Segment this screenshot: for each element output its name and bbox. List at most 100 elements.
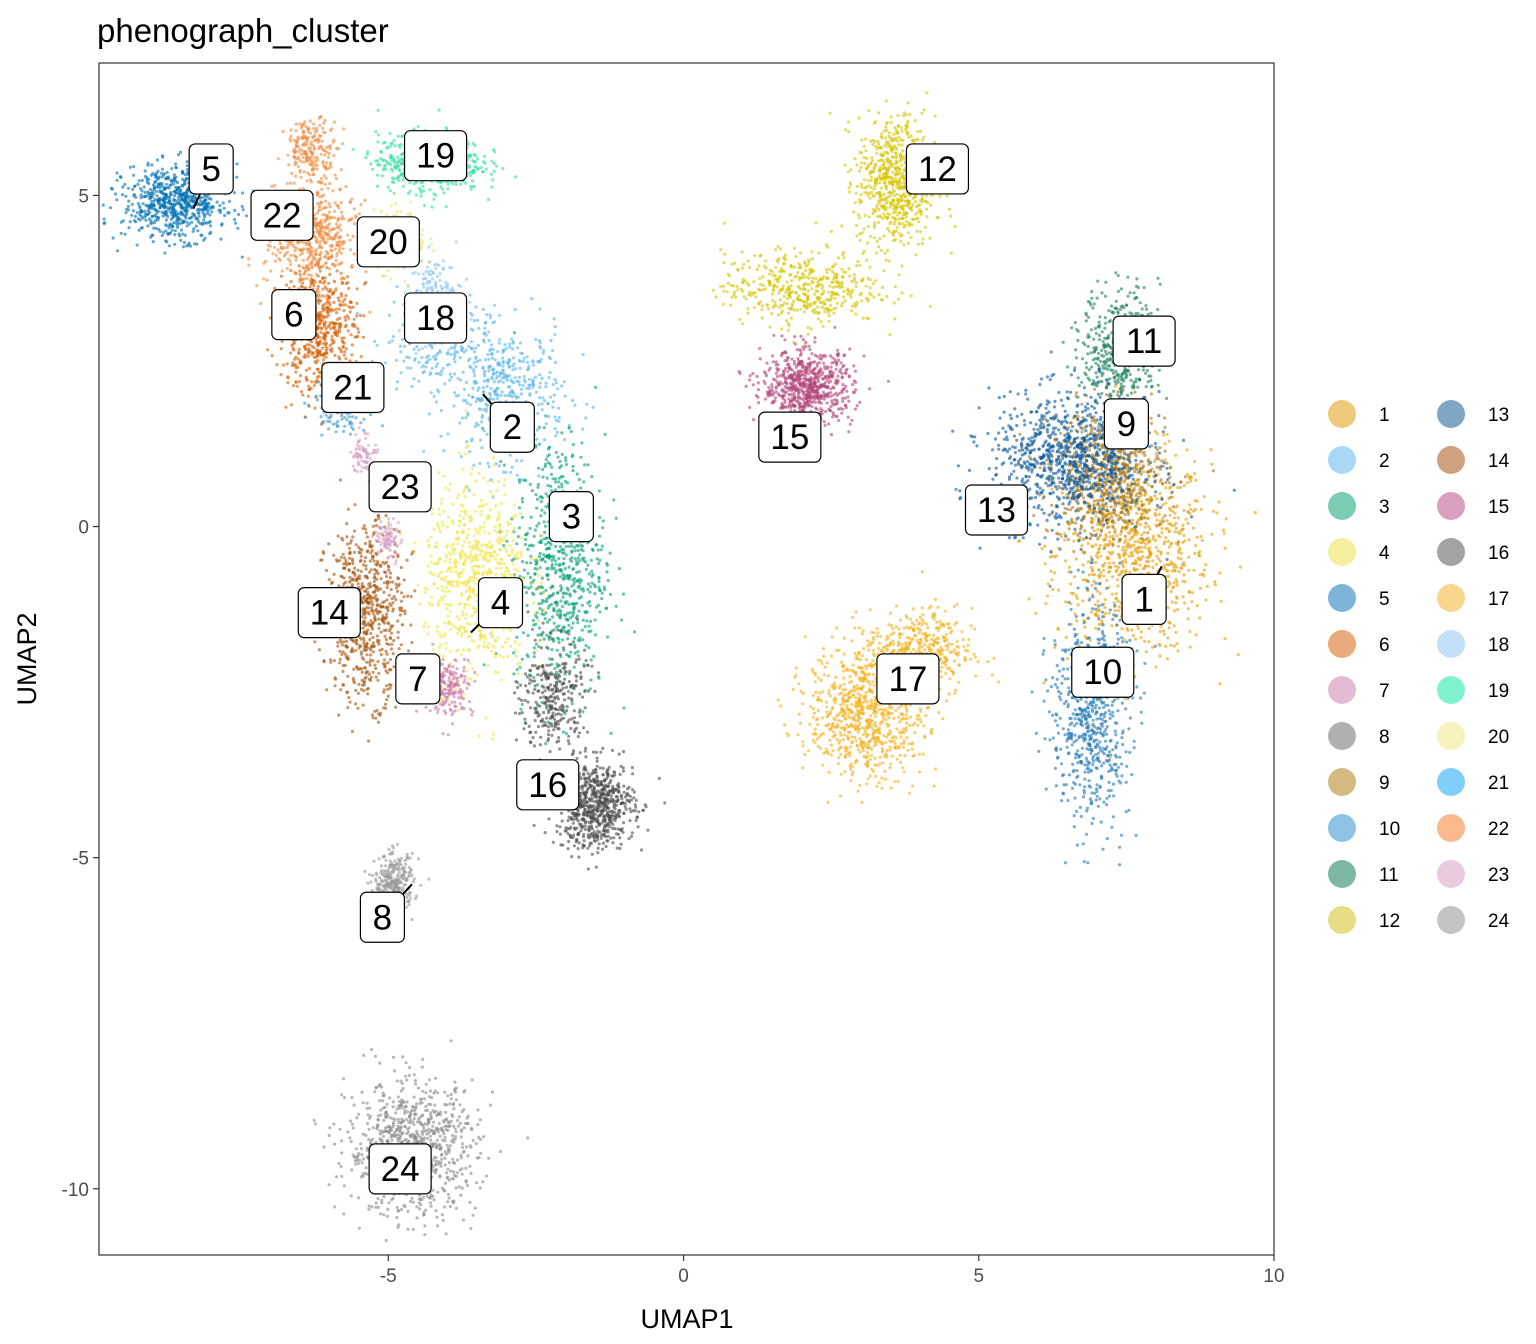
legend-key [1328,860,1356,888]
label-text: 11 [1126,322,1162,361]
legend-label: 11 [1379,865,1399,886]
cluster-label-22: 22 [250,189,314,241]
label-box [321,361,385,414]
legend-key [1437,814,1465,842]
label-text: 1 [1134,580,1153,619]
cluster-points-15 [737,325,891,451]
y-tick-label: 0 [78,518,89,539]
label-text: 18 [416,299,455,338]
legend-key [1437,538,1465,566]
legend-item-2: 2 [1328,446,1390,474]
legend-key [1328,768,1356,796]
x-axis-title: UMAP1 [640,1304,733,1334]
cluster-label-7: 7 [395,653,441,705]
label-box [403,292,468,344]
x-tick-label: -5 [380,1266,397,1287]
legend-key [1328,676,1356,704]
cluster-label-1: 1 [1121,565,1167,626]
y-axis: 5 0 -5 -10 [62,186,99,1201]
label-text: 23 [381,468,420,507]
legend-item-22: 22 [1437,814,1509,842]
legend-item-11: 11 [1328,860,1399,888]
legend-item-9: 9 [1328,768,1390,796]
legend-key [1437,400,1465,428]
legend-item-20: 20 [1437,722,1509,750]
legend-label: 14 [1488,451,1510,472]
legend-item-14: 14 [1437,446,1510,474]
label-box [477,577,524,629]
legend-label: 13 [1488,405,1509,426]
legend-item-7: 7 [1328,676,1390,704]
plot-panel-border [98,62,1275,1256]
cluster-points-16 [513,604,667,871]
legend-label: 17 [1488,589,1509,610]
legend-key [1437,860,1465,888]
cluster-label-18: 18 [403,292,468,344]
legend-key [1328,538,1356,566]
label-box [356,216,420,268]
cluster-points-24 [312,1039,530,1243]
legend-key [1437,676,1465,704]
label-text: 17 [888,660,927,699]
label-text: 2 [503,408,522,447]
legend-key [1328,446,1356,474]
legend-label: 23 [1488,865,1509,886]
legend-key [1437,906,1465,934]
label-text: 14 [310,594,349,633]
label-box [368,461,432,513]
cluster-label-8: 8 [359,883,413,943]
label-box [758,411,822,463]
cluster-label-11: 11 [1112,315,1176,367]
legend-label: 2 [1379,451,1390,472]
label-box [368,1143,432,1195]
cluster-label-10: 10 [1071,646,1135,698]
cluster-label-14: 14 [297,587,361,639]
label-text: 10 [1083,653,1122,692]
cluster-label-21: 21 [321,361,385,414]
cluster-label-15: 15 [758,411,822,463]
legend-label: 3 [1379,497,1390,518]
label-text: 22 [263,196,302,235]
x-tick-label: 5 [973,1266,984,1287]
label-text: 9 [1117,405,1136,444]
legend-label: 16 [1488,543,1509,564]
label-text: 13 [977,491,1016,530]
legend-item-18: 18 [1437,630,1509,658]
label-text: 5 [201,150,220,189]
cluster-label-13: 13 [964,484,1029,536]
cluster-label-4: 4 [470,577,524,634]
cluster-label-2: 2 [482,393,535,453]
legend-key [1328,906,1356,934]
label-box [905,143,970,195]
legend-item-16: 16 [1437,538,1509,566]
legend-item-15: 15 [1437,492,1509,520]
label-text: 6 [284,296,303,335]
legend-key [1437,768,1465,796]
legend-item-17: 17 [1437,584,1509,612]
legend-item-4: 4 [1328,538,1390,566]
legend-item-10: 10 [1328,814,1400,842]
legend-label: 8 [1379,727,1390,748]
legend-key [1437,492,1465,520]
legend-item-12: 12 [1328,906,1400,934]
legend-label: 24 [1488,911,1510,932]
legend-item-5: 5 [1328,584,1390,612]
y-tick-label: 5 [78,186,89,207]
cluster-points-23 [349,426,404,574]
label-box [516,759,580,811]
legend-key [1328,400,1356,428]
x-axis: -5 0 5 10 [380,1255,1285,1287]
legend-key [1328,630,1356,658]
legend-item-1: 1 [1328,400,1390,428]
cluster-label-6: 6 [271,289,317,341]
legend-item-3: 3 [1328,492,1390,520]
chart-title: phenograph_cluster [97,12,389,49]
legend-key [1437,584,1465,612]
legend-label: 21 [1488,773,1509,794]
legend-label: 18 [1488,635,1509,656]
label-text: 16 [528,766,567,805]
cluster-points-4 [398,395,546,741]
label-box [250,189,314,241]
